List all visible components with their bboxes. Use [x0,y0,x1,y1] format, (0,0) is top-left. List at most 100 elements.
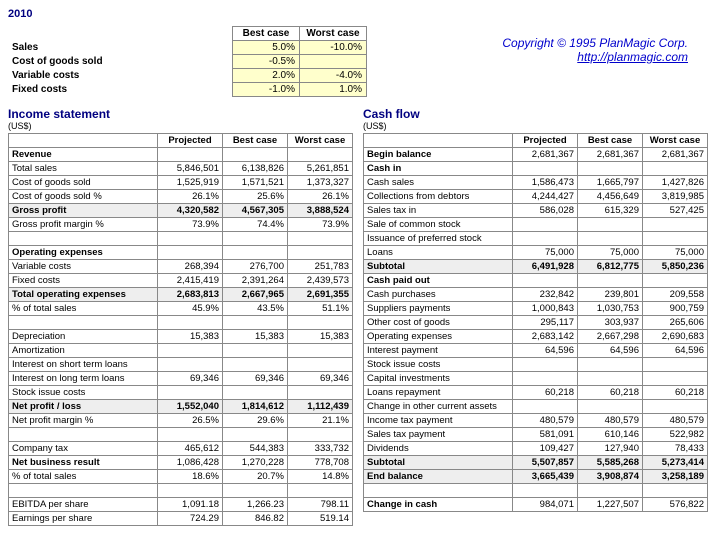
row-value: 465,612 [158,442,223,456]
table-row: % of total sales45.9%43.5%51.1% [9,302,353,316]
row-value: 21.1% [288,414,353,428]
assumptions-table: Best case Worst case Sales5.0%-10.0%Cost… [8,26,367,97]
assum-best: -1.0% [233,83,300,97]
row-label: EBITDA per share [9,498,158,512]
subhead-label: Cash in [364,162,513,176]
income-block: Income statement (US$) Projected Best ca… [8,107,353,526]
table-row: Sales tax payment581,091610,146522,982 [364,428,708,442]
row-value: 778,708 [288,456,353,470]
row-value [158,358,223,372]
row-label: Stock issue costs [9,386,158,400]
table-row: Other cost of goods295,117303,937265,606 [364,316,708,330]
row-value: 60,218 [513,386,578,400]
assum-worst [300,55,367,69]
row-value: 60,218 [578,386,643,400]
table-row: Interest on long term loans69,34669,3466… [9,372,353,386]
row-value: 251,783 [288,260,353,274]
row-value: 276,700 [223,260,288,274]
row-value: 900,759 [643,302,708,316]
row-value: 6,138,826 [223,162,288,176]
table-row: Amortization [9,344,353,358]
row-value: 5,850,236 [643,260,708,274]
copyright-link[interactable]: http://planmagic.com [577,50,688,64]
row-label: Loans repayment [364,386,513,400]
row-value: 610,146 [578,428,643,442]
row-label: Cost of goods sold % [9,190,158,204]
subhead-label: Operating expenses [9,246,158,260]
row-value: 18.6% [158,470,223,484]
assum-worst: 1.0% [300,83,367,97]
row-value: 1,030,753 [578,302,643,316]
cf-h1: Projected [513,134,578,148]
subhead-row: Cash in [364,162,708,176]
row-value: 64,596 [513,344,578,358]
table-row: Depreciation15,38315,38315,383 [9,330,353,344]
table-row: Cash purchases232,842239,801209,558 [364,288,708,302]
row-label: Net business result [9,456,158,470]
row-value [223,386,288,400]
year-label: 2010 [8,8,708,20]
assum-best: 5.0% [233,41,300,55]
cashflow-block: Cash flow (US$) Projected Best case Wors… [363,107,708,526]
income-h1: Projected [158,134,223,148]
table-row: Change in other current assets [364,400,708,414]
spacer-row [364,484,708,498]
row-label: Change in cash [364,498,513,512]
row-value [578,400,643,414]
row-value: 14.8% [288,470,353,484]
row-value: 75,000 [578,246,643,260]
row-label: Income tax payment [364,414,513,428]
row-value: 69,346 [288,372,353,386]
assum-label: Fixed costs [8,83,233,97]
subhead-row: Cash paid out [364,274,708,288]
table-row: Fixed costs2,415,4192,391,2642,439,573 [9,274,353,288]
row-value: 43.5% [223,302,288,316]
row-value: 1,086,428 [158,456,223,470]
row-value: 5,585,268 [578,456,643,470]
spacer-row [9,232,353,246]
row-value: 5,507,857 [513,456,578,470]
table-row: Cost of goods sold1,525,9191,571,5211,37… [9,176,353,190]
table-row: Interest on short term loans [9,358,353,372]
row-value [513,232,578,246]
row-value: 6,491,928 [513,260,578,274]
assum-label: Cost of goods sold [8,55,233,69]
row-value: 73.9% [158,218,223,232]
row-value: 268,394 [158,260,223,274]
income-h3: Worst case [288,134,353,148]
assum-worst: -10.0% [300,41,367,55]
row-value [643,358,708,372]
table-row: Loans repayment60,21860,21860,218 [364,386,708,400]
row-value: 3,888,524 [288,204,353,218]
row-value [643,218,708,232]
table-row: Subtotal6,491,9286,812,7755,850,236 [364,260,708,274]
row-value: 2,667,965 [223,288,288,302]
row-label: Subtotal [364,260,513,274]
assumption-row: Cost of goods sold-0.5% [8,55,367,69]
row-value: 3,908,874 [578,470,643,484]
row-value: 209,558 [643,288,708,302]
row-value: 20.7% [223,470,288,484]
row-value: 64,596 [643,344,708,358]
row-value [223,344,288,358]
row-value: 2,391,264 [223,274,288,288]
row-value: 303,937 [578,316,643,330]
row-value: 544,383 [223,442,288,456]
row-value: 586,028 [513,204,578,218]
assum-best: -0.5% [233,55,300,69]
row-label: Sales tax payment [364,428,513,442]
row-label: Collections from debtors [364,190,513,204]
row-value: 1,112,439 [288,400,353,414]
row-value [513,372,578,386]
row-value: 45.9% [158,302,223,316]
row-label: Gross profit [9,204,158,218]
row-value: 576,822 [643,498,708,512]
table-row: Earnings per share724.29846.82519.14 [9,512,353,526]
row-label: Cash purchases [364,288,513,302]
top-section: Best case Worst case Sales5.0%-10.0%Cost… [8,26,708,97]
row-value: 25.6% [223,190,288,204]
spacer-row [9,428,353,442]
row-value: 4,320,582 [158,204,223,218]
row-label: Net profit / loss [9,400,158,414]
row-label: % of total sales [9,302,158,316]
